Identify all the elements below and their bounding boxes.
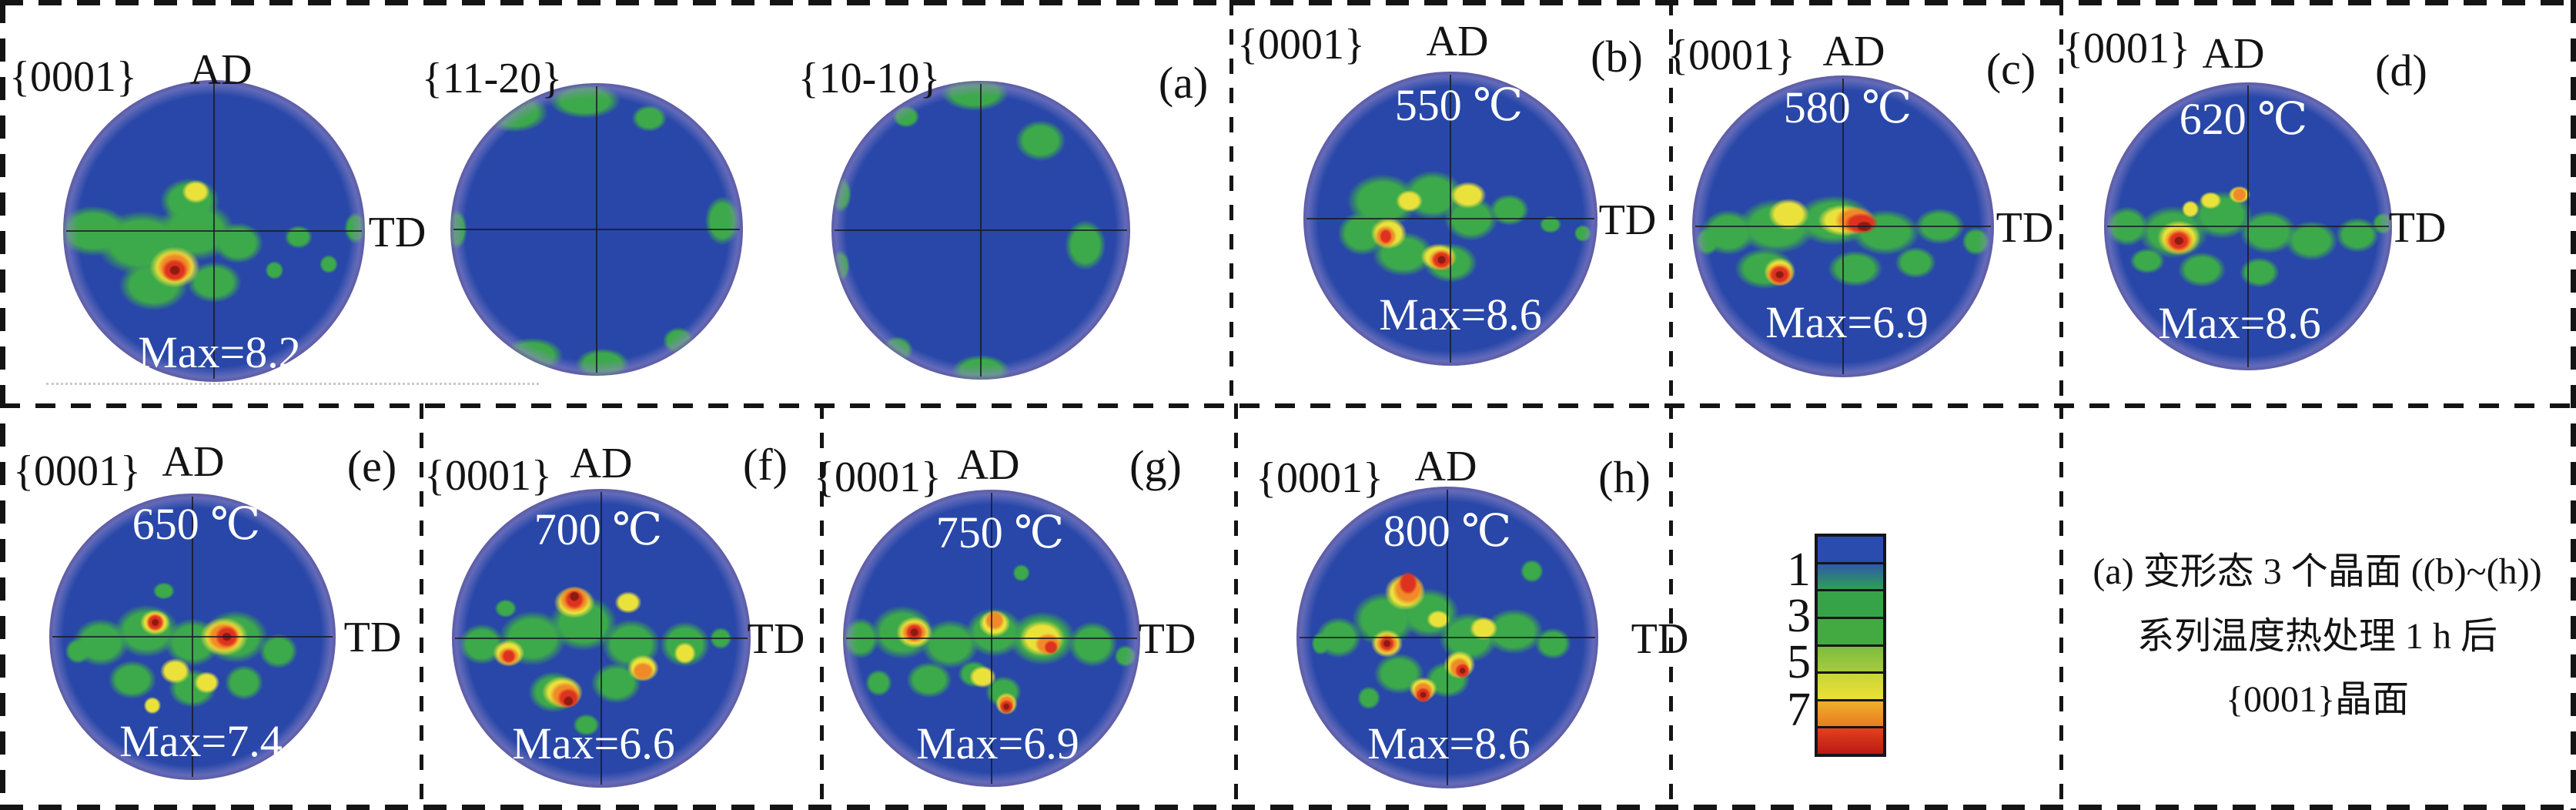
legend-segment-3 bbox=[1818, 591, 1883, 619]
ad-label-c: AD bbox=[1822, 28, 1885, 75]
legend-segment-5 bbox=[1818, 646, 1883, 674]
pole-figure-c bbox=[1692, 75, 1994, 377]
caption-line-2: 系列温度热处理 1 h 后 bbox=[2136, 616, 2498, 657]
panel-divider-top-3 bbox=[2059, 0, 2063, 403]
pole-figure-a3 bbox=[831, 81, 1130, 380]
pole-figure-d bbox=[2104, 82, 2392, 370]
temperature-label-e: 650 ℃ bbox=[132, 499, 261, 549]
legend-tick-7: 7 bbox=[1787, 684, 1811, 736]
legend-segment-6 bbox=[1818, 674, 1883, 701]
panel-divider-bottom-5 bbox=[2059, 403, 2063, 810]
pole-figure-a1 bbox=[63, 80, 365, 382]
ad-label-f: AD bbox=[570, 440, 633, 487]
temperature-label-b: 550 ℃ bbox=[1394, 80, 1524, 130]
panel-letter-b: (b) bbox=[1591, 32, 1643, 82]
panel-divider-bottom-2 bbox=[820, 403, 824, 810]
temperature-label-f: 700 ℃ bbox=[534, 504, 663, 554]
td-label-h: TD bbox=[1631, 615, 1689, 663]
pole-figure-e bbox=[49, 494, 336, 780]
max-intensity-label-h: Max=8.6 bbox=[1367, 718, 1531, 768]
legend-tick-1: 1 bbox=[1787, 544, 1811, 596]
plane-label-b: {0001} bbox=[1237, 21, 1365, 69]
pole-figure-a2 bbox=[450, 83, 743, 376]
legend-tick-3: 3 bbox=[1787, 590, 1811, 642]
max-intensity-label-f: Max=6.6 bbox=[512, 718, 675, 768]
td-label-b: TD bbox=[1598, 196, 1657, 244]
panel-letter-f: (f) bbox=[743, 440, 788, 490]
ad-label-a1: AD bbox=[189, 46, 253, 94]
panel-letter-g: (g) bbox=[1129, 441, 1182, 491]
legend-colorbar bbox=[1815, 534, 1886, 757]
artifact-dotted-line bbox=[46, 383, 539, 385]
plane-label-d: {0001} bbox=[2062, 25, 2190, 72]
crosshair-vertical-e bbox=[192, 496, 193, 778]
crosshair-vertical-a1 bbox=[213, 82, 215, 380]
max-intensity-label-b: Max=8.6 bbox=[1379, 290, 1542, 340]
td-label-d: TD bbox=[2388, 204, 2447, 252]
panel-letter-c: (c) bbox=[1986, 44, 2036, 94]
legend-segment-4 bbox=[1818, 618, 1883, 647]
panel-divider-top-2 bbox=[1669, 0, 1673, 403]
td-label-g: TD bbox=[1138, 615, 1196, 663]
legend-tick-5: 5 bbox=[1787, 636, 1811, 688]
figure-border-bottom bbox=[0, 805, 2576, 810]
legend-segment-1 bbox=[1818, 537, 1883, 564]
panel-divider-bottom-4 bbox=[1669, 403, 1673, 810]
pole-figure-b bbox=[1303, 72, 1597, 366]
max-intensity-label-d: Max=8.6 bbox=[2158, 298, 2321, 348]
caption-line-3: {0001}晶面 bbox=[2225, 679, 2410, 720]
td-label-f: TD bbox=[747, 615, 805, 663]
panel-letter-e: (e) bbox=[346, 441, 397, 491]
panel-letter-a: (a) bbox=[1158, 58, 1209, 108]
crosshair-vertical-h bbox=[1447, 489, 1448, 786]
legend-segment-2 bbox=[1818, 564, 1883, 592]
temperature-label-d: 620 ℃ bbox=[2179, 94, 2308, 144]
plane-label-a3: {10-10} bbox=[798, 55, 941, 102]
crosshair-vertical-b bbox=[1450, 74, 1451, 363]
max-intensity-label-c: Max=6.9 bbox=[1765, 297, 1929, 347]
plane-label-a1: {0001} bbox=[9, 53, 137, 101]
panel-letter-h: (h) bbox=[1598, 452, 1651, 502]
max-intensity-label-a1: Max=8.2 bbox=[138, 327, 301, 377]
ad-label-b: AD bbox=[1426, 18, 1489, 65]
plane-label-h: {0001} bbox=[1256, 454, 1383, 502]
ad-label-e: AD bbox=[162, 438, 225, 486]
crosshair-vertical-g bbox=[991, 492, 992, 785]
temperature-label-g: 750 ℃ bbox=[935, 507, 1065, 557]
plane-label-c: {0001} bbox=[1668, 32, 1795, 79]
td-label-a1: TD bbox=[368, 209, 427, 256]
max-intensity-label-g: Max=6.9 bbox=[916, 718, 1079, 768]
crosshair-vertical-a2 bbox=[596, 85, 597, 373]
td-label-c: TD bbox=[1996, 204, 2054, 252]
pole-figure-f bbox=[452, 489, 751, 788]
plane-label-f: {0001} bbox=[424, 452, 552, 500]
legend-segment-8 bbox=[1818, 728, 1883, 754]
pole-figure-g bbox=[843, 490, 1140, 787]
ad-label-g: AD bbox=[957, 441, 1020, 489]
crosshair-vertical-f bbox=[601, 491, 602, 785]
max-intensity-label-e: Max=7.4 bbox=[119, 716, 283, 766]
panel-letter-d: (d) bbox=[2375, 45, 2427, 95]
ad-label-d: AD bbox=[2202, 30, 2265, 78]
caption-line-1: (a) 变形态 3 个晶面 ((b)~(h)) bbox=[2093, 551, 2542, 592]
panel-divider-bottom-1 bbox=[420, 403, 423, 810]
temperature-label-c: 580 ℃ bbox=[1783, 82, 1912, 132]
plane-label-a2: {11-20} bbox=[421, 55, 563, 102]
plane-label-g: {0001} bbox=[814, 454, 942, 501]
crosshair-vertical-d bbox=[2247, 85, 2249, 368]
legend-segment-7 bbox=[1818, 701, 1883, 729]
crosshair-vertical-a3 bbox=[980, 83, 982, 377]
crosshair-vertical-c bbox=[1842, 78, 1844, 375]
td-label-e: TD bbox=[343, 614, 402, 661]
panel-divider-bottom-3 bbox=[1234, 403, 1238, 810]
plane-label-e: {0001} bbox=[13, 447, 141, 495]
figure-border-top bbox=[0, 0, 2576, 5]
panel-divider-top-1 bbox=[1229, 0, 1233, 403]
ad-label-h: AD bbox=[1414, 443, 1477, 490]
pole-figure-h bbox=[1296, 487, 1598, 788]
temperature-label-h: 800 ℃ bbox=[1383, 506, 1512, 556]
row-divider bbox=[0, 403, 2576, 408]
